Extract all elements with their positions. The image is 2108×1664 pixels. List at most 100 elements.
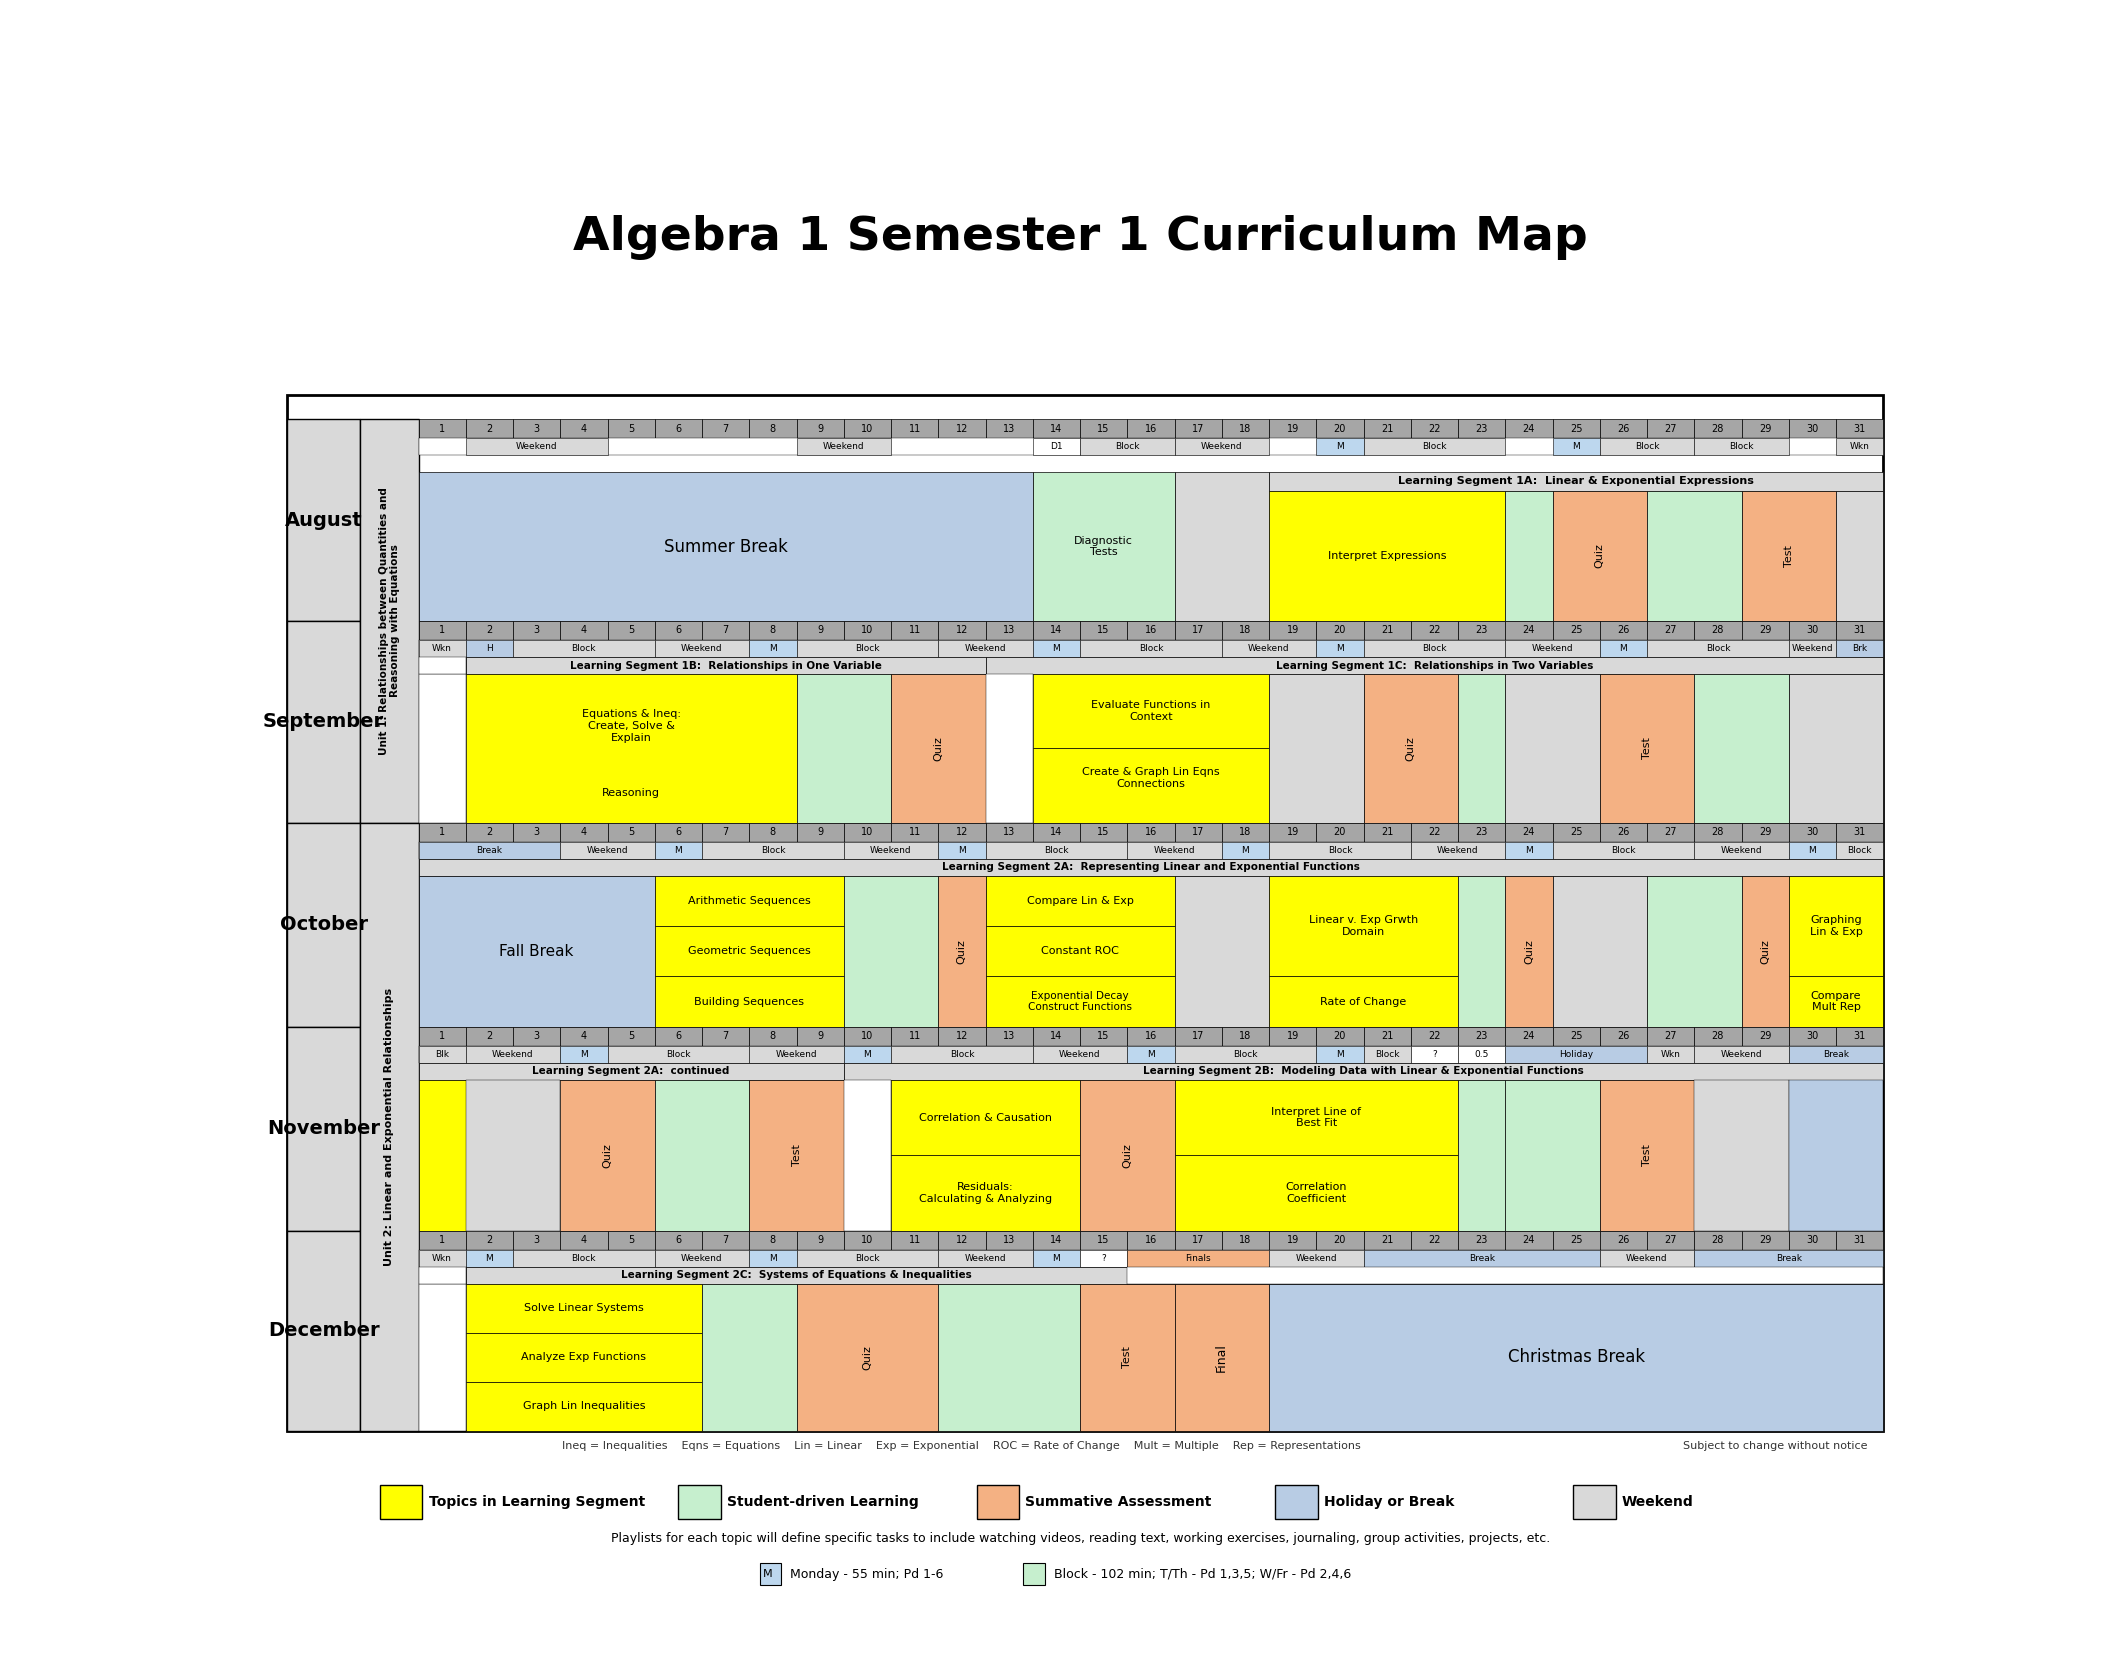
Bar <box>679 1484 721 1519</box>
Bar <box>1128 1027 1174 1047</box>
Text: 1: 1 <box>438 626 445 636</box>
Bar <box>1174 1027 1223 1047</box>
Text: ?: ? <box>1431 1050 1438 1058</box>
Bar <box>1269 1231 1315 1250</box>
Text: 16: 16 <box>1145 626 1157 636</box>
Text: 6: 6 <box>675 827 681 837</box>
Bar <box>512 1027 561 1047</box>
Text: 31: 31 <box>1853 1235 1866 1245</box>
Text: 10: 10 <box>862 1032 873 1042</box>
Bar <box>1695 1231 1741 1250</box>
Bar <box>938 1027 987 1047</box>
Text: Break: Break <box>476 845 502 855</box>
Bar <box>938 419 987 438</box>
Bar <box>797 822 843 842</box>
Text: Weekend: Weekend <box>871 845 913 855</box>
Bar <box>1223 641 1315 657</box>
Text: 1: 1 <box>438 827 445 837</box>
Text: Unit 1: Relationships between Quantities and
Reasoning with Equations: Unit 1: Relationships between Quantities… <box>379 488 401 755</box>
Text: 10: 10 <box>862 827 873 837</box>
Text: 4: 4 <box>582 1032 586 1042</box>
Text: 16: 16 <box>1145 827 1157 837</box>
Text: Wkn: Wkn <box>1661 1050 1680 1058</box>
Text: 31: 31 <box>1853 1032 1866 1042</box>
Bar <box>1741 822 1790 842</box>
Text: 16: 16 <box>1145 1032 1157 1042</box>
Text: 13: 13 <box>1003 626 1016 636</box>
Bar <box>1174 419 1223 438</box>
Text: 6: 6 <box>675 1032 681 1042</box>
Bar <box>1364 674 1459 822</box>
Bar <box>1022 1564 1046 1584</box>
Text: 14: 14 <box>1050 1235 1062 1245</box>
Text: Quiz: Quiz <box>1596 544 1604 567</box>
Text: 10: 10 <box>862 626 873 636</box>
Text: Block: Block <box>1847 845 1872 855</box>
Text: Block: Block <box>856 644 879 652</box>
Text: Student-driven Learning: Student-driven Learning <box>727 1496 919 1509</box>
Text: 4: 4 <box>582 424 586 434</box>
Bar <box>1646 875 1741 1027</box>
Text: 26: 26 <box>1617 626 1629 636</box>
Text: M: M <box>957 845 965 855</box>
Text: 23: 23 <box>1476 626 1488 636</box>
Bar <box>843 1231 892 1250</box>
Bar <box>1551 621 1600 641</box>
Bar <box>1836 842 1882 859</box>
Text: 9: 9 <box>818 424 824 434</box>
Text: Test: Test <box>790 1145 801 1166</box>
Text: 12: 12 <box>955 1235 968 1245</box>
Bar <box>1410 419 1459 438</box>
Text: 24: 24 <box>1522 1032 1535 1042</box>
Bar <box>466 1080 561 1231</box>
Text: 20: 20 <box>1334 424 1347 434</box>
Bar <box>797 621 843 641</box>
Bar <box>702 621 748 641</box>
Bar <box>656 977 843 1027</box>
Bar <box>1695 621 1741 641</box>
Text: 29: 29 <box>1758 1032 1771 1042</box>
Text: August: August <box>285 511 363 529</box>
Text: Summer Break: Summer Break <box>664 537 788 556</box>
Text: Linear v. Exp Grwth
Domain: Linear v. Exp Grwth Domain <box>1309 915 1419 937</box>
Bar <box>1128 1231 1174 1250</box>
Bar <box>1315 1027 1364 1047</box>
Text: Arithmetic Sequences: Arithmetic Sequences <box>687 895 812 905</box>
Bar <box>1128 419 1174 438</box>
Bar <box>1505 621 1551 641</box>
Text: 1: 1 <box>438 1235 445 1245</box>
Text: Learning Segment 2C:  Systems of Equations & Inequalities: Learning Segment 2C: Systems of Equation… <box>622 1270 972 1280</box>
Text: Diagnostic
Tests: Diagnostic Tests <box>1075 536 1134 557</box>
Text: 20: 20 <box>1334 626 1347 636</box>
Bar <box>748 1047 843 1063</box>
Text: 24: 24 <box>1522 827 1535 837</box>
Bar <box>1695 419 1741 438</box>
Text: Compare Lin & Exp: Compare Lin & Exp <box>1027 895 1134 905</box>
Bar <box>1128 1250 1269 1266</box>
Text: Weekend: Weekend <box>1720 845 1762 855</box>
Text: Block: Block <box>666 1050 691 1058</box>
Bar <box>419 1080 466 1231</box>
Bar <box>748 419 797 438</box>
Bar <box>656 1027 702 1047</box>
Text: M: M <box>769 644 776 652</box>
Bar <box>843 875 938 1027</box>
Bar <box>1269 491 1505 621</box>
Bar <box>1315 621 1364 641</box>
Bar <box>1505 822 1551 842</box>
Bar <box>466 1231 512 1250</box>
Bar <box>1174 1047 1315 1063</box>
Bar <box>1600 621 1646 641</box>
Bar <box>987 875 1174 927</box>
Bar <box>938 1250 1033 1266</box>
Bar <box>892 1047 1033 1063</box>
Bar <box>938 822 987 842</box>
Bar <box>656 621 702 641</box>
Text: 3: 3 <box>533 626 540 636</box>
Bar <box>1174 621 1223 641</box>
Text: Quiz: Quiz <box>603 1143 613 1168</box>
Text: 27: 27 <box>1665 827 1676 837</box>
Text: M: M <box>1336 644 1343 652</box>
Text: Block: Block <box>1374 1050 1400 1058</box>
Text: 25: 25 <box>1570 626 1583 636</box>
